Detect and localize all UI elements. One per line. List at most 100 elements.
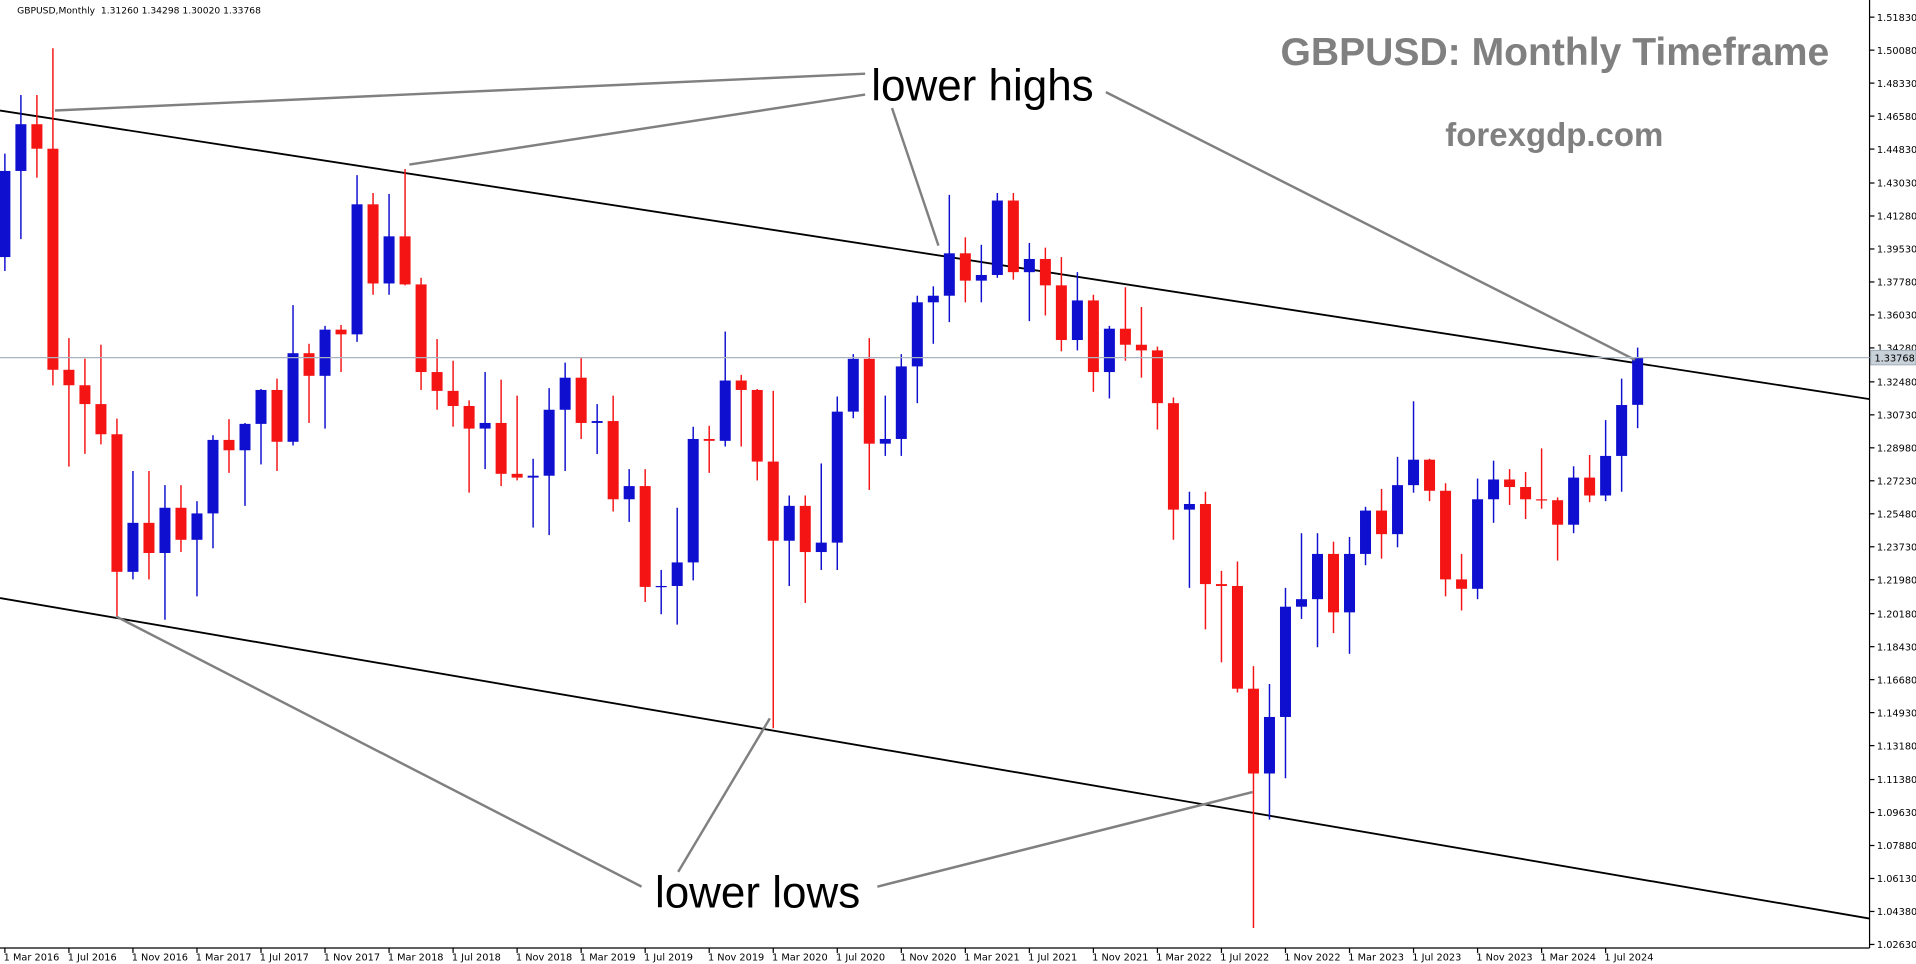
candle-body	[319, 329, 331, 376]
y-tick-label: 1.32480	[1877, 378, 1916, 389]
candle-body	[1263, 716, 1275, 774]
candle-body	[239, 423, 251, 451]
candle-body	[47, 148, 59, 370]
candle-body	[415, 284, 427, 373]
pointer-line	[677, 717, 771, 873]
y-tick-label: 1.18430	[1877, 642, 1916, 653]
y-tick-label: 1.36030	[1877, 311, 1916, 322]
x-tick-label: 1 Nov 2017	[324, 952, 380, 963]
candle-body	[959, 253, 971, 281]
candle-body	[1584, 477, 1596, 496]
candle-body	[1616, 405, 1628, 456]
y-tick-label: 1.04380	[1877, 907, 1916, 918]
x-tick-label: 1 Nov 2018	[516, 952, 572, 963]
candle-body	[735, 380, 747, 390]
y-tick-label: 1.21980	[1877, 575, 1916, 586]
x-tick-label: 1 Jul 2018	[452, 952, 501, 963]
y-tick-label: 1.16680	[1877, 675, 1916, 686]
candles	[0, 48, 1644, 929]
x-tick-label: 1 Mar 2020	[772, 952, 828, 963]
candle-body	[703, 438, 715, 441]
y-tick-label: 1.27230	[1877, 476, 1916, 487]
x-tick-label: 1 Jul 2020	[836, 952, 885, 963]
candle-body	[1119, 328, 1131, 345]
y-tick-label: 1.34280	[1877, 344, 1916, 355]
y-tick-label: 1.30730	[1877, 411, 1916, 422]
candle-body	[943, 253, 955, 296]
y-tick-label: 1.07880	[1877, 841, 1916, 852]
y-tick-label: 1.13180	[1877, 741, 1916, 752]
candle-body	[1103, 328, 1115, 373]
x-tick-label: 1 Jul 2023	[1412, 952, 1461, 963]
y-tick-label: 1.43030	[1877, 179, 1916, 190]
candle-body	[1007, 200, 1019, 273]
upper-channel-line	[0, 109, 1870, 401]
candle-body	[1247, 688, 1259, 774]
y-tick-label: 1.11380	[1877, 775, 1916, 786]
annotation: lower highs	[871, 62, 1093, 111]
candle-body	[463, 405, 475, 429]
candle-body	[767, 461, 779, 541]
candle-body	[575, 377, 587, 423]
candle-body	[271, 389, 283, 442]
pointer-line	[890, 107, 940, 246]
annotation-lines	[54, 72, 1636, 888]
candle-body	[1279, 606, 1291, 717]
candle-body	[1392, 485, 1404, 535]
candle-body	[783, 505, 795, 541]
candle-body	[335, 329, 347, 335]
y-tick-label: 1.28980	[1877, 443, 1916, 454]
x-tick-label: 1 Jul 2016	[68, 952, 117, 963]
lower-channel-line	[0, 597, 1870, 920]
candle-body	[527, 475, 539, 478]
annotation: lower lows	[655, 868, 860, 917]
candle-body	[495, 422, 507, 474]
candle-body	[751, 389, 763, 462]
candle-body	[911, 302, 923, 367]
x-tick-label: 1 Mar 2016	[4, 952, 60, 963]
y-tick-label: 1.23730	[1877, 542, 1916, 553]
y-tick-label: 1.41280	[1877, 212, 1916, 223]
candle-body	[399, 236, 411, 285]
candle-body	[591, 421, 603, 423]
candle-body	[1199, 503, 1211, 585]
candle-body	[1360, 510, 1372, 554]
candle-body	[159, 507, 171, 553]
candle-body	[1408, 459, 1420, 486]
y-tick-label: 1.39530	[1877, 245, 1916, 256]
candle-body	[95, 404, 107, 435]
candle-body	[351, 204, 363, 335]
header: GBPUSD,Monthly 1.31260 1.34298 1.30020 1…	[17, 5, 261, 16]
candle-body	[1424, 459, 1436, 491]
x-tick-label: 1 Nov 2020	[900, 952, 956, 963]
candle-body	[831, 411, 843, 543]
candle-body	[1135, 344, 1147, 351]
candle-body	[671, 562, 683, 586]
candle-body	[15, 124, 27, 171]
candle-body	[31, 124, 43, 149]
y-tick-label: 1.48330	[1877, 79, 1916, 90]
candle-body	[895, 366, 907, 439]
x-tick-label: 1 Nov 2023	[1476, 952, 1532, 963]
x-tick-label: 1 Jul 2022	[1220, 952, 1269, 963]
y-tick-label: 1.44830	[1877, 145, 1916, 156]
candle-body	[879, 438, 891, 444]
subtitle: forexgdp.com	[1445, 117, 1663, 154]
candle-body	[1456, 579, 1468, 589]
x-tick-label: 1 Mar 2021	[964, 952, 1020, 963]
candle-body	[287, 353, 299, 442]
pointer-line	[877, 790, 1253, 888]
price-label-box	[1870, 349, 1916, 366]
candle-body	[1328, 553, 1340, 613]
x-tick-label: 1 Nov 2019	[708, 952, 764, 963]
y-tick-label: 1.50080	[1877, 46, 1916, 57]
candle-body	[223, 439, 235, 451]
candle-body	[511, 473, 523, 478]
candle-body	[991, 200, 1003, 275]
candle-body	[655, 585, 667, 588]
x-tick-label: 1 Nov 2016	[132, 952, 188, 963]
x-tick-label: 1 Mar 2023	[1348, 952, 1404, 963]
candle-body	[1536, 499, 1548, 501]
candle-body	[1023, 258, 1035, 273]
candle-body	[623, 486, 635, 500]
